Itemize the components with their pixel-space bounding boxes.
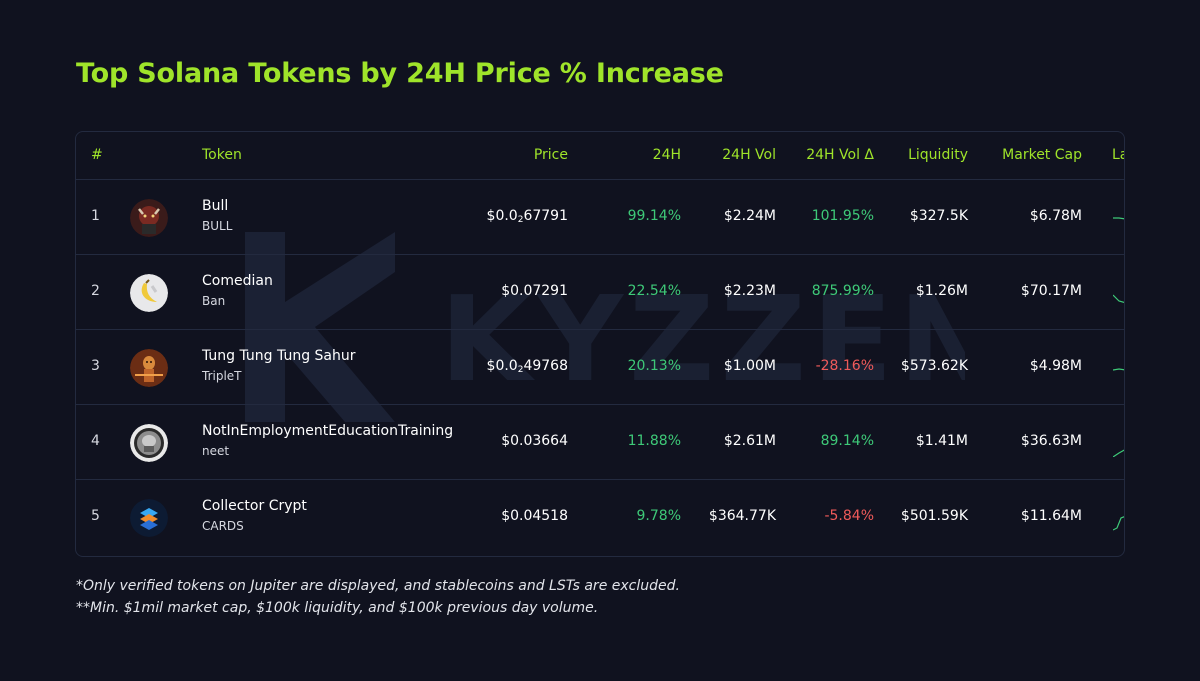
volume-24h: $364.77K bbox=[708, 508, 776, 524]
token-name: Comedian bbox=[202, 273, 273, 289]
col-token[interactable]: Token bbox=[202, 147, 242, 163]
banana-token-icon bbox=[130, 274, 168, 312]
market-cap: $36.63M bbox=[1020, 433, 1082, 449]
liquidity: $573.62K bbox=[900, 358, 968, 374]
volume-delta-24h: -28.16% bbox=[815, 358, 874, 374]
price-change-24h: 9.78% bbox=[636, 508, 681, 524]
liquidity: $501.59K bbox=[900, 508, 968, 524]
col-liquidity[interactable]: Liquidity bbox=[908, 147, 968, 163]
tung-sahur-token-icon bbox=[130, 349, 168, 387]
row-rank: 5 bbox=[91, 508, 100, 524]
footnote-minimums: **Min. $1mil market cap, $100k liquidity… bbox=[76, 600, 599, 616]
price-change-24h: 20.13% bbox=[627, 358, 681, 374]
table-row[interactable]: 5 Collector Crypt CARDS $0.04518 9.78% $… bbox=[76, 480, 1124, 555]
row-rank: 4 bbox=[91, 433, 100, 449]
volume-24h: $2.24M bbox=[723, 208, 776, 224]
table-header: # Token Price 24H 24H Vol 24H Vol Δ Liqu… bbox=[76, 132, 1124, 180]
table-row[interactable]: 4 NotInEmploymentEducationTraining neet … bbox=[76, 405, 1124, 480]
table-row[interactable]: 2 Comedian Ban $0.07291 22.54% $2.23M 87… bbox=[76, 255, 1124, 330]
token-name: Tung Tung Tung Sahur bbox=[202, 348, 356, 364]
volume-24h: $1.00M bbox=[723, 358, 776, 374]
token-symbol: BULL bbox=[202, 219, 233, 233]
sparkline bbox=[1113, 449, 1124, 457]
volume-delta-24h: 101.95% bbox=[811, 208, 874, 224]
row-rank: 3 bbox=[91, 358, 100, 374]
row-rank: 1 bbox=[91, 208, 100, 224]
price-change-24h: 11.88% bbox=[627, 433, 681, 449]
volume-delta-24h: 875.99% bbox=[811, 283, 874, 299]
token-price: $0.0267791 bbox=[486, 208, 568, 225]
price-change-24h: 22.54% bbox=[627, 283, 681, 299]
neet-token-icon bbox=[130, 424, 168, 462]
token-symbol: CARDS bbox=[202, 519, 244, 533]
col-market-cap[interactable]: Market Cap bbox=[1002, 147, 1082, 163]
liquidity: $327.5K bbox=[909, 208, 968, 224]
market-cap: $4.98M bbox=[1029, 358, 1082, 374]
market-cap: $6.78M bbox=[1029, 208, 1082, 224]
token-price: $0.04518 bbox=[501, 508, 568, 524]
price-change-24h: 99.14% bbox=[627, 208, 681, 224]
market-cap: $11.64M bbox=[1020, 508, 1082, 524]
col-24h[interactable]: 24H bbox=[652, 147, 681, 163]
col-price[interactable]: Price bbox=[533, 147, 568, 163]
token-symbol: Ban bbox=[202, 294, 226, 308]
liquidity: $1.41M bbox=[915, 433, 968, 449]
sparkline bbox=[1113, 217, 1124, 220]
row-rank: 2 bbox=[91, 283, 100, 299]
volume-24h: $2.23M bbox=[723, 283, 776, 299]
col-last-7d[interactable]: La bbox=[1112, 147, 1124, 163]
page-title: Top Solana Tokens by 24H Price % Increas… bbox=[76, 58, 724, 89]
volume-delta-24h: 89.14% bbox=[820, 433, 874, 449]
token-price: $0.07291 bbox=[501, 283, 568, 299]
market-cap: $70.17M bbox=[1020, 283, 1082, 299]
table-row[interactable]: 3 Tung Tung Tung Sahur TripleT $0.024976… bbox=[76, 330, 1124, 405]
col-rank[interactable]: # bbox=[91, 147, 103, 163]
footnote-verified: *Only verified tokens on Jupiter are dis… bbox=[76, 578, 680, 594]
token-name: Bull bbox=[202, 198, 229, 214]
volume-24h: $2.61M bbox=[723, 433, 776, 449]
cards-token-icon bbox=[130, 499, 168, 537]
liquidity: $1.26M bbox=[915, 283, 968, 299]
sparkline bbox=[1113, 368, 1124, 371]
token-symbol: neet bbox=[202, 444, 230, 458]
token-symbol: TripleT bbox=[202, 369, 242, 383]
token-name: NotInEmploymentEducationTraining bbox=[202, 423, 454, 439]
volume-delta-24h: -5.84% bbox=[824, 508, 874, 524]
table-row[interactable]: 1 Bull BULL $0.0267791 99.14% $2.24M 101… bbox=[76, 180, 1124, 255]
col-24h-vol[interactable]: 24H Vol bbox=[722, 147, 776, 163]
token-price: $0.03664 bbox=[501, 433, 568, 449]
bull-token-icon bbox=[130, 199, 168, 237]
token-table: # Token Price 24H 24H Vol 24H Vol Δ Liqu… bbox=[75, 131, 1125, 557]
sparkline bbox=[1113, 294, 1124, 304]
token-price: $0.0249768 bbox=[486, 358, 568, 375]
sparkline bbox=[1113, 516, 1124, 531]
col-24h-vol-delta[interactable]: 24H Vol Δ bbox=[806, 147, 874, 163]
token-name: Collector Crypt bbox=[202, 498, 307, 514]
